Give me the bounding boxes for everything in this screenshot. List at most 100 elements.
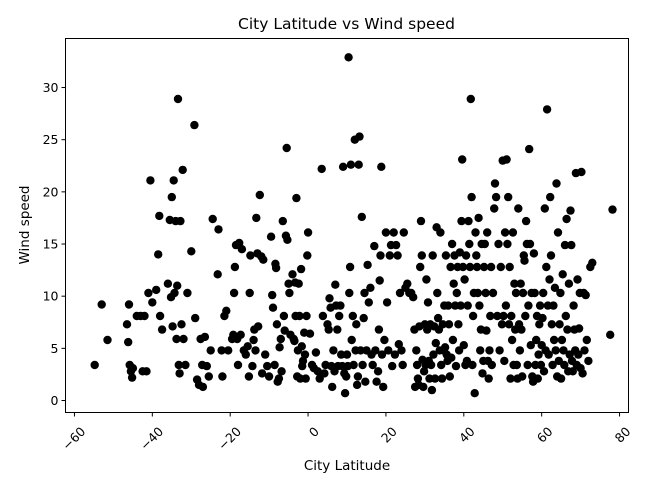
data-point (530, 288, 539, 298)
data-point (357, 212, 366, 222)
data-point (573, 275, 582, 284)
data-point (294, 279, 303, 288)
data-point (577, 167, 586, 177)
data-point (503, 239, 512, 249)
data-point (464, 216, 473, 226)
data-point (348, 311, 357, 321)
data-point (567, 240, 576, 250)
data-point (437, 374, 447, 383)
data-point (529, 249, 539, 258)
data-point (181, 360, 190, 370)
data-point (206, 346, 215, 355)
data-point (535, 301, 545, 310)
data-point (538, 313, 547, 323)
data-point (556, 374, 566, 383)
data-point (172, 334, 181, 344)
data-point (303, 228, 313, 237)
data-point (448, 335, 458, 345)
data-point (496, 262, 505, 272)
data-point (320, 369, 329, 378)
data-point (278, 216, 287, 226)
data-point (200, 332, 210, 342)
data-point (518, 288, 528, 298)
data-point (224, 346, 233, 355)
data-point (436, 228, 445, 237)
data-point (487, 360, 496, 370)
data-point (229, 288, 239, 298)
data-point (495, 346, 504, 355)
data-point (524, 301, 533, 310)
data-point (292, 193, 301, 203)
data-point (574, 324, 584, 333)
data-point (382, 298, 392, 307)
data-point (526, 341, 535, 350)
data-point (578, 369, 587, 378)
data-point (243, 342, 252, 351)
y-tick-label: 25 (43, 132, 59, 147)
data-point (393, 251, 402, 260)
data-point (558, 270, 567, 279)
x-axis-label: City Latitude (304, 458, 390, 474)
data-point (257, 369, 267, 378)
data-point (213, 270, 222, 279)
data-point (447, 239, 457, 249)
data-point (475, 301, 484, 310)
data-point (580, 346, 589, 355)
data-point (467, 192, 476, 202)
data-point (342, 372, 351, 381)
data-point (305, 329, 315, 338)
data-point (505, 262, 514, 272)
data-point (370, 241, 379, 251)
data-point (539, 288, 548, 298)
data-point (569, 301, 578, 310)
data-point (483, 228, 492, 237)
data-point (416, 216, 426, 226)
data-point (388, 361, 397, 371)
data-point (468, 360, 477, 370)
data-point (606, 330, 615, 339)
data-point (277, 367, 286, 376)
data-point (493, 311, 502, 321)
data-point (517, 325, 526, 334)
data-point (214, 225, 223, 234)
data-point (500, 228, 510, 237)
data-point (416, 262, 425, 272)
data-point (481, 288, 490, 298)
data-point (318, 311, 328, 321)
data-point (155, 211, 164, 221)
data-point (466, 94, 475, 104)
data-point (268, 290, 277, 300)
data-point (168, 322, 177, 331)
data-point (337, 350, 346, 359)
y-tick-label: 10 (43, 289, 59, 304)
data-point (521, 311, 530, 321)
data-point (437, 360, 446, 370)
data-point (561, 311, 570, 321)
data-point (520, 256, 529, 265)
data-point (345, 262, 355, 272)
data-point (255, 190, 264, 200)
data-point (261, 350, 270, 359)
data-point (574, 350, 583, 359)
data-point (525, 144, 534, 154)
data-point (296, 264, 306, 274)
data-point (473, 288, 482, 298)
data-point (325, 294, 334, 303)
data-point (270, 360, 279, 370)
data-point (142, 367, 151, 376)
data-point (331, 280, 340, 289)
data-point (507, 335, 517, 345)
data-point (485, 346, 494, 355)
data-point (429, 350, 438, 359)
data-point (444, 301, 453, 310)
data-point (581, 290, 590, 300)
data-point (447, 353, 456, 362)
data-point (412, 360, 422, 370)
data-point (478, 369, 487, 378)
data-point (486, 311, 495, 321)
data-point (263, 361, 272, 371)
data-point (445, 372, 454, 381)
data-point (449, 279, 458, 288)
data-point (249, 335, 258, 345)
